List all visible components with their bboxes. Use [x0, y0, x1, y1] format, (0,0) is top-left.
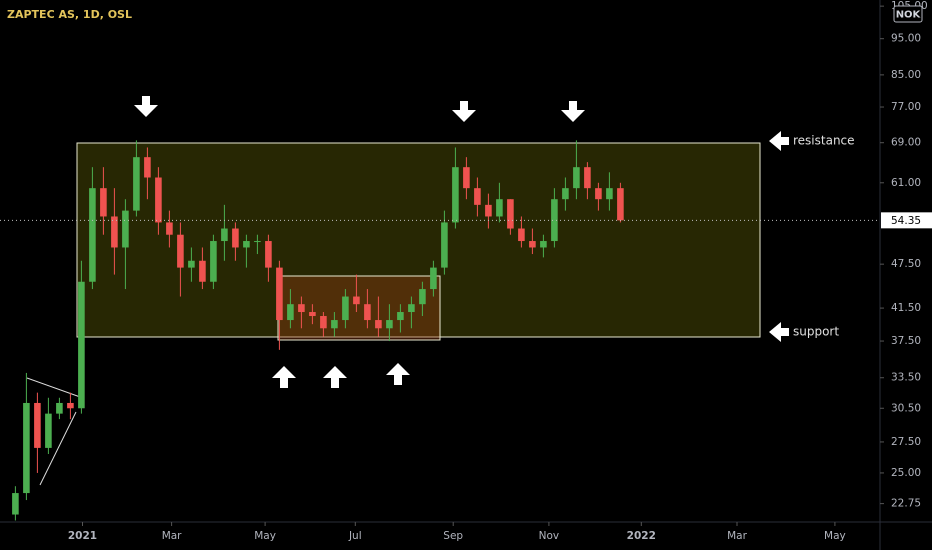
candle-body [100, 188, 107, 217]
resistance-label: resistance [793, 134, 855, 148]
chart-title: ZAPTEC AS, 1D, OSL [7, 8, 132, 21]
trend-line [39, 411, 77, 486]
candle-body [408, 304, 415, 313]
candle-body [56, 402, 63, 414]
candle-body [353, 296, 360, 305]
candle-body [397, 312, 404, 321]
candle-body [254, 241, 261, 243]
arrow-up [323, 366, 347, 388]
candle-body [573, 167, 580, 189]
candle-body [584, 167, 591, 189]
y-tick-label: 27.50 [891, 436, 921, 448]
x-tick-label: 2022 [627, 530, 656, 542]
candle-body [287, 304, 294, 321]
candle-body [518, 228, 525, 242]
candle-body [67, 402, 74, 409]
y-tick-label: 95.00 [891, 33, 921, 45]
candle-body [452, 167, 459, 223]
x-tick-label: May [254, 530, 276, 542]
candle-body [199, 260, 206, 282]
candle-body [155, 177, 162, 223]
arrow-down [134, 96, 158, 117]
candle-body [364, 304, 371, 321]
candle-body [595, 188, 602, 200]
candle-body [419, 289, 426, 305]
candle-body [221, 228, 228, 242]
y-tick-label: 85.00 [891, 69, 921, 81]
arrows [134, 96, 789, 388]
candle-body [342, 296, 349, 321]
arrow-left [769, 322, 789, 342]
candle-body [617, 188, 624, 221]
y-tick-label: 47.50 [891, 258, 921, 270]
candle-body [122, 210, 129, 248]
candle-body [507, 199, 514, 229]
candle-body [298, 304, 305, 313]
last-price-badge [881, 212, 932, 229]
currency-label: NOK [896, 10, 922, 21]
candle-body [78, 281, 85, 409]
y-tick-label: 41.50 [891, 302, 921, 314]
y-tick-label: 25.00 [891, 467, 921, 479]
candle-body [551, 199, 558, 242]
candle-body [375, 320, 382, 329]
x-tick-label: Jul [348, 530, 362, 542]
y-tick-label: 37.50 [891, 335, 921, 347]
candle-body [540, 241, 547, 248]
candle-body [331, 320, 338, 329]
arrow-down [452, 101, 476, 122]
candle-body [474, 188, 481, 205]
candle-body [177, 234, 184, 268]
candle-body [111, 216, 118, 248]
candle-body [606, 188, 613, 200]
arrow-up [386, 363, 410, 385]
candle-body [232, 228, 239, 248]
candle-body [441, 222, 448, 268]
candle-body [265, 241, 272, 268]
candle-body [386, 320, 393, 329]
range-box [76, 142, 761, 338]
y-tick-label: 69.00 [891, 137, 921, 149]
candle-body [89, 188, 96, 282]
y-tick-label: 61.00 [891, 177, 921, 189]
candle-body [23, 402, 30, 494]
candle-body [166, 222, 173, 235]
x-tick-label: Mar [162, 530, 182, 542]
candle-body [309, 312, 316, 317]
candle-body [496, 199, 503, 217]
candle-body [144, 157, 151, 178]
arrow-down [561, 101, 585, 122]
y-tick-label: 30.50 [891, 402, 921, 414]
candle-body [210, 241, 217, 282]
candle-body [485, 204, 492, 217]
y-tick-label: 33.50 [891, 372, 921, 384]
candle-body [562, 188, 569, 200]
x-tick-label: Mar [727, 530, 747, 542]
candle-body [320, 316, 327, 329]
candle-body [45, 413, 52, 448]
trend-line [26, 377, 84, 399]
arrow-left [769, 131, 789, 151]
candle-body [529, 241, 536, 248]
candle-body [188, 260, 195, 268]
y-tick-label: 77.00 [891, 101, 921, 113]
x-tick-label: May [824, 530, 846, 542]
last-price-label: 54.35 [891, 215, 921, 227]
x-tick-label: Nov [539, 530, 560, 542]
support-label: support [793, 325, 839, 339]
x-tick-label: Sep [443, 530, 463, 542]
candle-body [430, 267, 437, 290]
arrow-up [272, 366, 296, 388]
candle-body [34, 402, 41, 448]
candle-body [243, 241, 250, 248]
y-tick-label: 22.75 [891, 498, 921, 510]
x-tick-label: 2021 [68, 530, 97, 542]
candle-body [463, 167, 470, 189]
candle-body [276, 267, 283, 321]
candle-body [133, 157, 140, 211]
candle-body [12, 493, 19, 515]
currency-badge [893, 5, 923, 23]
